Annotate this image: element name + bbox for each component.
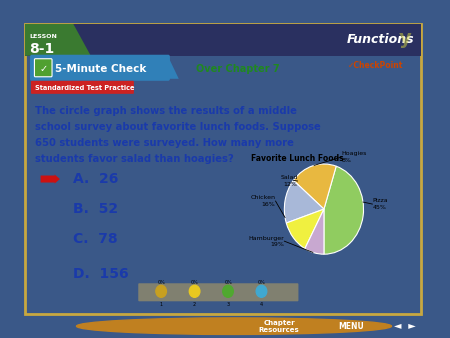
Circle shape — [76, 318, 392, 335]
Text: Salad
12%: Salad 12% — [280, 175, 297, 187]
Text: 4: 4 — [260, 302, 263, 307]
Text: 5-Minute Check: 5-Minute Check — [54, 64, 146, 74]
Text: school survey about favorite lunch foods. Suppose: school survey about favorite lunch foods… — [35, 122, 321, 132]
Text: 2: 2 — [193, 302, 196, 307]
Wedge shape — [324, 166, 364, 254]
FancyBboxPatch shape — [31, 81, 134, 94]
Wedge shape — [284, 180, 324, 223]
Text: y: y — [399, 29, 412, 48]
Text: MENU: MENU — [338, 322, 364, 331]
Text: Functions: Functions — [347, 33, 414, 46]
Text: D.  156: D. 156 — [73, 267, 129, 281]
Text: A.  26: A. 26 — [73, 172, 118, 186]
Text: Hamburger
19%: Hamburger 19% — [248, 236, 284, 247]
Circle shape — [189, 285, 200, 297]
Wedge shape — [286, 209, 324, 249]
Text: C.  78: C. 78 — [73, 232, 118, 246]
Text: Over Chapter 7: Over Chapter 7 — [196, 64, 280, 74]
Wedge shape — [293, 164, 336, 209]
Text: 650 students were surveyed. How many more: 650 students were surveyed. How many mor… — [35, 138, 294, 148]
Text: LESSON: LESSON — [29, 34, 57, 39]
Text: ✓CheckPoint: ✓CheckPoint — [348, 61, 403, 70]
Text: 0%: 0% — [224, 280, 232, 285]
Text: 0%: 0% — [191, 280, 198, 285]
Text: Chicken
16%: Chicken 16% — [251, 195, 275, 207]
Text: Chapter
Resources: Chapter Resources — [259, 320, 299, 333]
Circle shape — [223, 285, 233, 297]
Text: Favorite Lunch Foods: Favorite Lunch Foods — [251, 154, 344, 164]
FancyBboxPatch shape — [138, 283, 298, 301]
Text: 1: 1 — [160, 302, 163, 307]
Text: 3: 3 — [226, 302, 230, 307]
Circle shape — [156, 285, 166, 297]
Text: Pizza
45%: Pizza 45% — [372, 198, 388, 210]
Text: 8-1: 8-1 — [29, 42, 54, 56]
FancyBboxPatch shape — [30, 55, 170, 81]
Polygon shape — [25, 24, 91, 56]
Text: The circle graph shows the results of a middle: The circle graph shows the results of a … — [35, 106, 297, 116]
Bar — [25, 24, 421, 56]
Circle shape — [256, 285, 267, 297]
Text: ◄  ►: ◄ ► — [394, 321, 416, 331]
FancyBboxPatch shape — [35, 59, 52, 77]
Text: 0%: 0% — [158, 280, 165, 285]
Text: 0%: 0% — [257, 280, 266, 285]
Text: Hoagies
8%: Hoagies 8% — [342, 151, 367, 163]
Text: B.  52: B. 52 — [73, 202, 118, 216]
Wedge shape — [305, 209, 324, 254]
Text: students favor salad than hoagies?: students favor salad than hoagies? — [35, 154, 234, 164]
FancyArrow shape — [40, 174, 60, 184]
Text: Standardized Test Practice: Standardized Test Practice — [35, 85, 135, 91]
Polygon shape — [32, 57, 179, 79]
Text: ✓: ✓ — [39, 64, 47, 74]
